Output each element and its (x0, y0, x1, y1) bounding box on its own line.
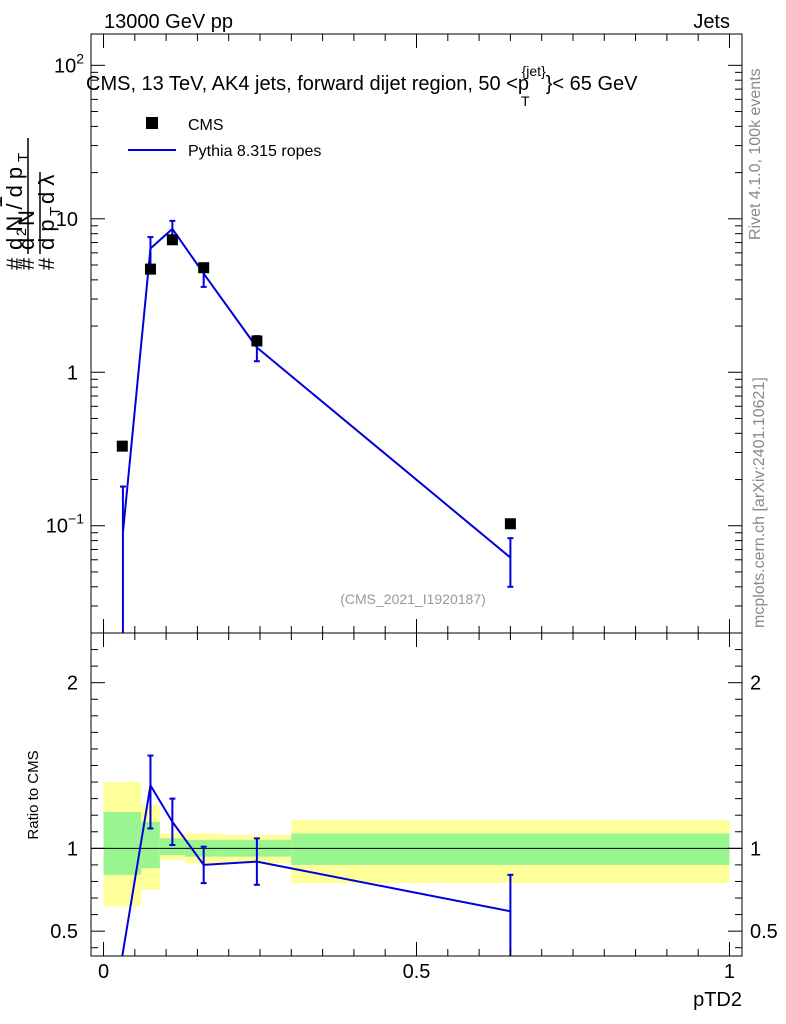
x-tick-label: 1 (724, 961, 735, 983)
x-tick-label: 0.5 (403, 961, 431, 983)
svg-text:N: N (14, 210, 39, 226)
category-label: Jets (693, 11, 730, 33)
main-y-tick-label: 102 (54, 50, 84, 77)
ratio-y-tick-label-left: 0.5 (50, 921, 78, 943)
svg-text:T: T (15, 153, 32, 162)
ratio-y-axis-label: Ratio to CMS (25, 750, 42, 839)
legend-mc-label: Pythia 8.315 ropes (188, 143, 321, 160)
legend: CMS Pythia 8.315 ropes (128, 117, 321, 160)
legend-cms-marker (146, 117, 158, 129)
svg-text:2: 2 (13, 228, 29, 236)
ratio-ticks (91, 633, 742, 956)
ratio-y-tick-label-left: 1 (67, 838, 78, 860)
ratio-y-tick-labels: 0.5 0.5 1 1 2 2 (50, 673, 778, 943)
ratio-band-inner (103, 811, 142, 875)
plot-title: CMS, 13 TeV, AK4 jets, forward dijet reg… (86, 63, 638, 109)
ratio-uncertainty-bands (103, 782, 730, 907)
cms-data-point (504, 518, 516, 530)
main-y-axis-label: # d N / d p T 1 # d p T d λ # d 2 N (0, 138, 64, 270)
svg-text:#: # (34, 257, 59, 270)
cms-data-point (198, 262, 210, 274)
x-tick-labels: 0 0.5 1 (98, 961, 735, 983)
x-axis-label: pTD2 (693, 989, 742, 1011)
analysis-watermark: (CMS_2021_I1920187) (340, 591, 486, 607)
energy-label: 13000 GeV pp (104, 11, 233, 33)
ratio-y-tick-label-left: 2 (67, 673, 78, 695)
x-tick-label: 0 (98, 961, 109, 983)
ratio-panel: 0.5 0.51 12 2 0 0.5 1 Ratio to CMS pTD2 (25, 632, 778, 1011)
main-panel: 10−1 1 10 102 (CMS_2021_I1920187) (46, 33, 743, 634)
main-y-tick-label: 10−1 (46, 511, 84, 538)
mc-series (119, 219, 514, 633)
ratio-y-tick-label-right: 1 (750, 838, 761, 860)
svg-text:#: # (2, 257, 27, 270)
cms-data-point (116, 440, 128, 452)
ratio-mc-curve (121, 782, 511, 957)
svg-text:d λ: d λ (34, 175, 59, 204)
mc-curve (121, 227, 512, 559)
ratio-band-inner (291, 833, 730, 865)
main-ticks (91, 34, 742, 634)
svg-text:T: T (47, 207, 64, 216)
ratio-mc-series (121, 754, 514, 957)
cms-data-point (251, 335, 263, 347)
legend-cms-label: CMS (188, 117, 224, 134)
svg-text:d: d (14, 238, 39, 250)
ratio-band-inner (141, 821, 160, 869)
rivet-label: Rivet 4.1.0, 100k events (747, 68, 764, 240)
ratio-band-inner (159, 838, 185, 855)
svg-text:1: 1 (0, 196, 7, 208)
main-y-tick-labels: 10−1 1 10 102 (46, 50, 84, 537)
ratio-frame (90, 632, 743, 957)
source-label: mcplots.cern.ch [arXiv:2401.10621] (751, 377, 768, 628)
svg-text:d p: d p (34, 219, 59, 250)
main-y-tick-label: 10 (56, 209, 78, 231)
cms-data-series (116, 234, 516, 530)
main-y-tick-label: 1 (67, 362, 78, 384)
svg-text:#: # (14, 257, 39, 270)
ratio-y-tick-label-right: 0.5 (750, 921, 778, 943)
svg-text:d N / d p: d N / d p (2, 167, 27, 250)
cms-data-point (166, 234, 178, 246)
ratio-y-tick-label-right: 2 (750, 673, 761, 695)
cms-data-point (144, 263, 156, 275)
